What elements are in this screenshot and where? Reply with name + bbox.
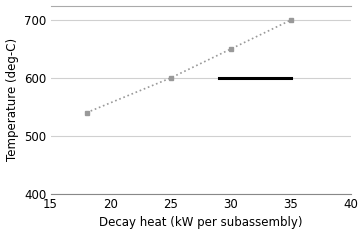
X-axis label: Decay heat (kW per subassembly): Decay heat (kW per subassembly) [99,216,302,229]
Y-axis label: Temperature (deg-C): Temperature (deg-C) [5,38,19,161]
